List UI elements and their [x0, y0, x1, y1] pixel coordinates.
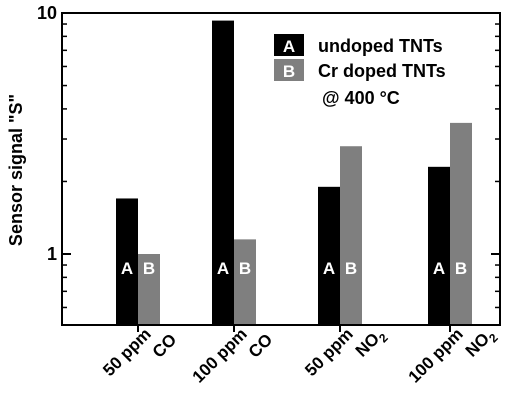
bar-undoped [428, 166, 450, 325]
bar-cr-doped [340, 146, 362, 325]
bar-marker-label: A [217, 259, 229, 278]
x-category-line1: 100 ppm [189, 324, 251, 386]
y-tick-label: 10 [37, 3, 57, 23]
bar-undoped [116, 198, 138, 325]
bar-marker-label: B [345, 259, 357, 278]
bar-marker-label: B [239, 259, 251, 278]
x-category-line2: CO [245, 330, 276, 361]
legend: A undoped TNTs B Cr doped TNTs @ 400 °C [274, 34, 446, 108]
x-category-line1: 50 ppm [99, 324, 155, 380]
bar-marker-label: B [455, 259, 467, 278]
y-axis-title: Sensor signal "S" [6, 94, 26, 246]
bar-marker-label: A [433, 259, 445, 278]
x-category-line2: NO2 [462, 324, 501, 363]
bar-marker-label: A [323, 259, 335, 278]
legend-label-undoped: undoped TNTs [318, 36, 443, 56]
y-tick-label: 1 [47, 244, 57, 264]
legend-swatch-cr-doped [274, 59, 304, 81]
bar-cr-doped [450, 122, 472, 325]
x-category-subscript: 2 [486, 331, 501, 346]
bar-undoped [318, 186, 340, 325]
x-category-line2: CO [149, 330, 180, 361]
bar-cr-doped [138, 254, 160, 325]
x-category-line1: 50 ppm [301, 324, 357, 380]
y-axis: 1 10 [37, 3, 500, 309]
legend-marker-undoped: A [283, 37, 295, 56]
legend-swatch-undoped [274, 34, 304, 56]
x-category-subscript: 2 [376, 331, 391, 346]
plot-frame [61, 12, 501, 326]
annotation-temperature: @ 400 °C [322, 88, 400, 108]
x-category-line2: NO2 [352, 324, 391, 363]
legend-label-cr-doped: Cr doped TNTs [318, 61, 446, 81]
bar-marker-label: A [121, 259, 133, 278]
legend-marker-cr-doped: B [283, 62, 295, 81]
bar-cr-doped [234, 239, 256, 325]
bar-marker-label: B [143, 259, 155, 278]
x-category-line1: 100 ppm [405, 324, 467, 386]
bar-undoped [212, 20, 234, 325]
